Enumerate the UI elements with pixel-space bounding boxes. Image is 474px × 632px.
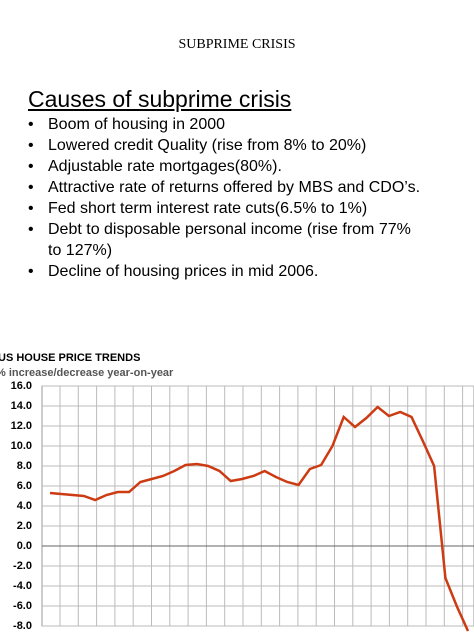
y-tick-label: 0.0 [17,540,32,552]
bullet: Fed short term interest rate cuts(6.5% t… [28,198,428,219]
bullet: Lowered credit Quality (rise from 8% to … [28,135,428,156]
y-tick-label: -4.0 [13,580,32,592]
bullet: Boom of housing in 2000 [28,114,428,135]
y-tick-label: 16.0 [11,380,32,392]
header-title: SUBPRIME CRISIS [178,37,296,52]
data-line [49,405,470,632]
chart: US HOUSE PRICE TRENDS % increase/decreas… [0,352,474,632]
heading: Causes of subprime crisis [28,86,292,112]
y-tick-label: 10.0 [11,440,32,452]
y-tick-label: -8.0 [13,620,32,632]
bullet: Debt to disposable personal income (rise… [28,219,428,261]
y-tick-label: 8.0 [17,460,32,472]
bullet: Decline of housing prices in mid 2006. [28,261,428,282]
chart-subtitle: % increase/decrease year-on-year [0,367,174,379]
bullet: Attractive rate of returns offered by MB… [28,177,428,198]
bullet: Adjustable rate mortgages(80%). [28,156,428,177]
y-tick-label: -6.0 [13,600,32,612]
y-tick-label: -2.0 [13,560,32,572]
y-tick-label: 6.0 [17,480,32,492]
y-tick-label: 4.0 [17,500,32,512]
y-tick-label: 2.0 [17,520,32,532]
y-tick-label: 12.0 [11,420,32,432]
y-tick-label: 14.0 [11,400,32,412]
bullet-list: Boom of housing in 2000Lowered credit Qu… [28,114,428,282]
chart-title: US HOUSE PRICE TRENDS [0,352,140,364]
